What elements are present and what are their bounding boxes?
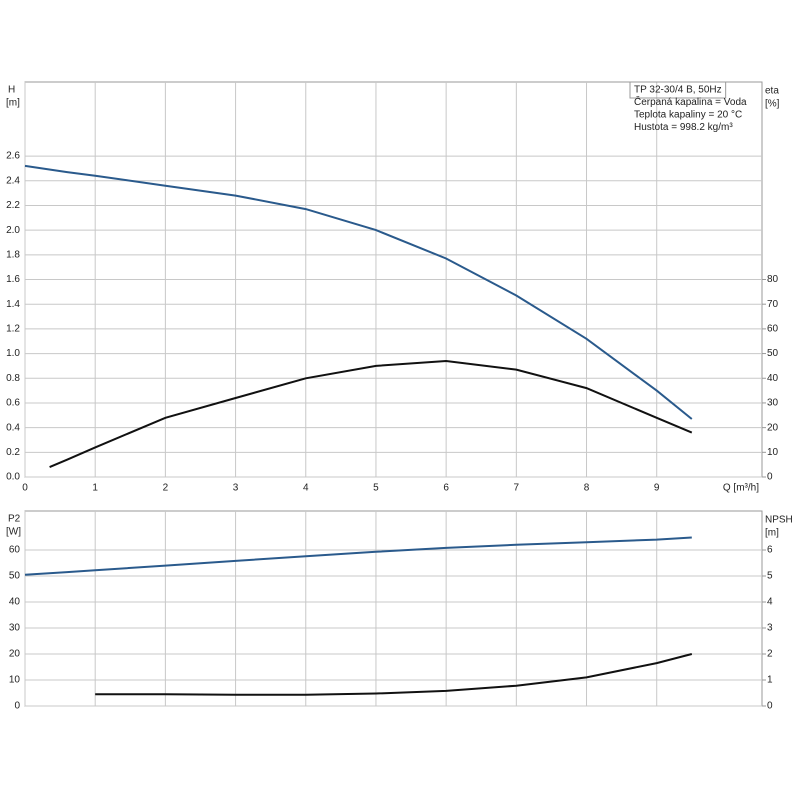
y-tick-label: 1.4 — [6, 299, 20, 310]
y2-axis-label: NPSH — [765, 515, 793, 526]
y2-tick-label: 20 — [767, 422, 779, 433]
x-tick-label: 9 — [654, 483, 660, 494]
y2-tick-label: 0 — [767, 472, 773, 483]
y-tick-label: 1.0 — [6, 348, 20, 359]
y2-tick-label: 5 — [767, 571, 773, 582]
y2-tick-label: 3 — [767, 623, 773, 634]
y2-tick-label: 40 — [767, 373, 779, 384]
x-tick-label: 7 — [514, 483, 520, 494]
annotation: TP 32-30/4 B, 50Hz — [634, 85, 722, 96]
y2-axis-label: eta — [765, 86, 779, 97]
y-tick-label: 2.4 — [6, 175, 20, 186]
y-axis-label: H — [8, 85, 15, 96]
y2-tick-label: 1 — [767, 675, 773, 686]
y-tick-label: 0 — [14, 701, 20, 712]
annotation: Teplota kapaliny = 20 °C — [634, 110, 742, 121]
curve — [24, 164, 693, 420]
y-tick-label: 0.8 — [6, 373, 20, 384]
curve — [49, 359, 693, 469]
y-tick-label: 20 — [9, 649, 21, 660]
y-axis-label: P2 — [8, 514, 21, 525]
x-tick-label: 2 — [163, 483, 169, 494]
y-tick-label: 1.2 — [6, 324, 20, 335]
y-axis-unit: [m] — [6, 98, 20, 109]
x-tick-label: 0 — [22, 483, 28, 494]
x-tick-label: 3 — [233, 483, 239, 494]
y-tick-label: 0.0 — [6, 472, 20, 483]
y-tick-label: 1.6 — [6, 274, 20, 285]
x-tick-label: 1 — [92, 483, 98, 494]
y2-tick-label: 60 — [767, 324, 779, 335]
annotation-box — [629, 81, 727, 99]
x-tick-label: 5 — [373, 483, 379, 494]
annotation: Hustota = 998.2 kg/m³ — [634, 122, 733, 133]
y-tick-label: 0.4 — [6, 422, 20, 433]
y-tick-label: 1.8 — [6, 249, 20, 260]
annotation: Čerpaná kapalina = Voda — [634, 95, 747, 108]
y2-tick-label: 80 — [767, 274, 779, 285]
y-tick-label: 0.2 — [6, 447, 20, 458]
y-tick-label: 30 — [9, 623, 21, 634]
curve — [24, 536, 692, 576]
y2-tick-label: 2 — [767, 649, 773, 660]
y2-tick-label: 70 — [767, 299, 779, 310]
y2-tick-label: 50 — [767, 348, 779, 359]
y-tick-label: 2.6 — [6, 151, 20, 162]
y-tick-label: 2.0 — [6, 225, 20, 236]
y-tick-label: 40 — [9, 597, 21, 608]
x-tick-label: 4 — [303, 483, 309, 494]
y2-axis-unit: [m] — [765, 528, 779, 539]
y-tick-label: 50 — [9, 571, 21, 582]
y2-axis-unit: [%] — [765, 99, 780, 110]
x-axis-label: Q [m³/h] — [723, 483, 759, 494]
y-tick-label: 10 — [9, 675, 21, 686]
curve — [95, 653, 693, 696]
y-axis-unit: [W] — [6, 527, 21, 538]
x-tick-label: 6 — [443, 483, 449, 494]
y-tick-label: 0.6 — [6, 398, 20, 409]
y2-tick-label: 10 — [767, 447, 779, 458]
y2-tick-label: 6 — [767, 545, 773, 556]
y2-tick-label: 4 — [767, 597, 773, 608]
x-tick-label: 8 — [584, 483, 590, 494]
y-tick-label: 60 — [9, 545, 21, 556]
y-tick-label: 2.2 — [6, 200, 20, 211]
y2-tick-label: 0 — [767, 701, 773, 712]
y2-tick-label: 30 — [767, 398, 779, 409]
